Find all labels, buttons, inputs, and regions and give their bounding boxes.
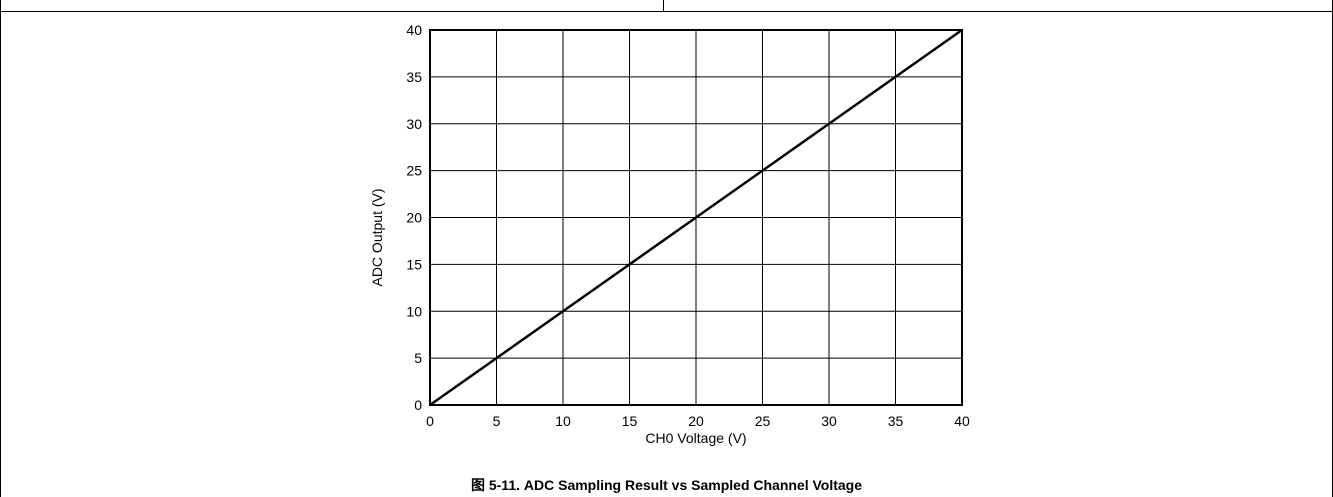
top-split-line <box>663 0 664 12</box>
x-tick-label: 10 <box>555 413 571 429</box>
y-tick-label: 10 <box>406 303 422 319</box>
x-tick-label: 5 <box>493 413 501 429</box>
y-tick-label: 35 <box>406 69 422 85</box>
x-axis-label: CH0 Voltage (V) <box>645 430 746 446</box>
y-tick-label: 5 <box>414 350 422 366</box>
x-tick-labels: 0 5 10 15 20 25 30 35 40 <box>426 413 970 429</box>
x-tick-label: 40 <box>954 413 970 429</box>
chart: 0 5 10 15 20 25 30 35 40 0 5 10 15 20 25 30 35 40 CH0 Vo… <box>369 22 970 446</box>
y-tick-label: 40 <box>406 22 422 38</box>
plot-border <box>429 29 963 406</box>
y-tick-labels: 0 5 10 15 20 25 30 35 40 <box>406 22 422 413</box>
y-tick-label: 25 <box>406 163 422 179</box>
x-tick-label: 25 <box>755 413 771 429</box>
y-tick-label: 30 <box>406 116 422 132</box>
chart-series <box>429 28 963 407</box>
x-tick-label: 0 <box>426 413 434 429</box>
y-tick-label: 20 <box>406 210 422 226</box>
figure-caption: 图 5-11. ADC Sampling Result vs Sampled C… <box>470 477 863 493</box>
y-tick-label: 15 <box>406 256 422 272</box>
series-line <box>429 28 963 407</box>
x-tick-label: 35 <box>888 413 904 429</box>
top-divider <box>0 0 1333 12</box>
x-tick-label: 15 <box>622 413 638 429</box>
y-tick-label: 0 <box>414 397 422 413</box>
x-tick-label: 30 <box>821 413 837 429</box>
y-axis-label: ADC Output (V) <box>369 188 385 286</box>
x-tick-label: 20 <box>688 413 704 429</box>
